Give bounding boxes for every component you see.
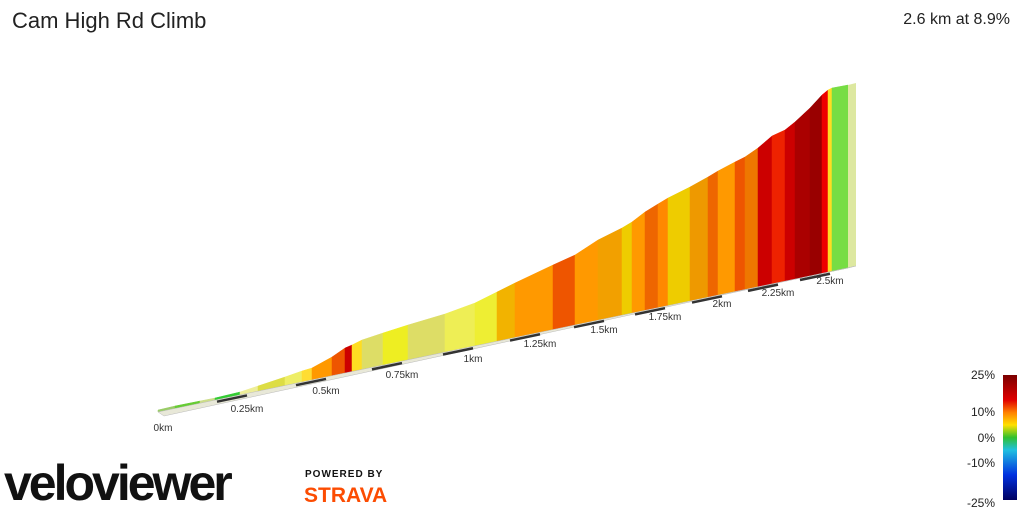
distance-tick	[442, 347, 474, 356]
legend-label: 25%	[971, 368, 995, 382]
profile-base	[157, 265, 857, 417]
profile-segment	[734, 156, 746, 292]
distance-tick	[634, 306, 666, 316]
profile-segment	[361, 332, 384, 370]
distance-tick	[295, 377, 327, 387]
distance-label: 1.5km	[590, 325, 617, 336]
distance-tick	[747, 283, 779, 293]
distance-label: 0.5km	[312, 386, 339, 397]
profile-segment	[496, 282, 516, 342]
distance-label: 2km	[713, 299, 732, 310]
profile-segment	[757, 135, 773, 288]
legend-label: 0%	[978, 431, 996, 445]
powered-by: POWERED BY	[305, 469, 383, 480]
profile-segment	[351, 339, 363, 372]
distance-tick	[509, 333, 541, 342]
distance-label: 2.25km	[762, 288, 795, 299]
profile-segment	[771, 129, 786, 285]
distance-tick	[799, 272, 831, 282]
profile-segment	[344, 344, 353, 374]
logo: veloviewer	[4, 455, 232, 511]
distance-tick	[573, 319, 605, 329]
profile-segment	[821, 89, 829, 274]
profile-segment	[689, 176, 709, 302]
profile-segment	[794, 107, 811, 280]
profile-segment	[657, 197, 669, 308]
profile-segment	[809, 94, 823, 277]
profile-segment	[301, 367, 313, 383]
title: Cam High Rd Climb	[12, 8, 206, 33]
profile-segment	[552, 254, 576, 330]
distance-label: 1.25km	[524, 339, 557, 350]
profile-segment	[444, 302, 476, 353]
gradient-legend: 25% 10% 0% -10% -25%	[967, 368, 995, 510]
gradient-scale	[1003, 375, 1017, 500]
distance-label: 0.75km	[386, 370, 419, 381]
profile-segment	[631, 211, 646, 314]
profile-segment	[827, 87, 833, 273]
profile-segment	[597, 227, 623, 321]
profile-segment	[621, 221, 633, 316]
summary: 2.6 km at 8.9%	[903, 11, 1010, 28]
profile-end	[848, 83, 856, 268]
profile-segment	[744, 147, 759, 290]
profile-segment	[474, 291, 498, 347]
distance-axis: 0km 0.25km 0.5km 0.75km 1km 1.25km 1.5km 1.75km…	[154, 272, 844, 434]
distance-label: 0.25km	[231, 404, 264, 415]
profile-segment	[574, 239, 599, 326]
distance-label: 0km	[154, 423, 173, 434]
profile-segment	[717, 161, 736, 296]
profile-segment	[784, 121, 796, 282]
profile-segment	[831, 84, 849, 272]
distance-label: 1km	[464, 354, 483, 365]
distance-label: 2.5km	[816, 276, 843, 287]
legend-label: -10%	[967, 456, 995, 470]
profile-segment	[707, 170, 719, 298]
distance-tick	[216, 394, 248, 403]
climb-profile	[157, 83, 857, 417]
profile-segment	[667, 186, 691, 306]
legend-label: 10%	[971, 405, 995, 419]
profile-segment	[331, 347, 346, 376]
distance-tick	[371, 361, 403, 371]
distance-tick	[691, 295, 723, 304]
profile-segment	[514, 264, 554, 338]
profile-segment	[644, 203, 659, 311]
distance-label: 1.75km	[649, 312, 682, 323]
profile-segment	[407, 313, 446, 361]
profile-segment	[382, 324, 409, 366]
strava: STRAVA	[304, 484, 387, 507]
legend-label: -25%	[967, 496, 995, 510]
